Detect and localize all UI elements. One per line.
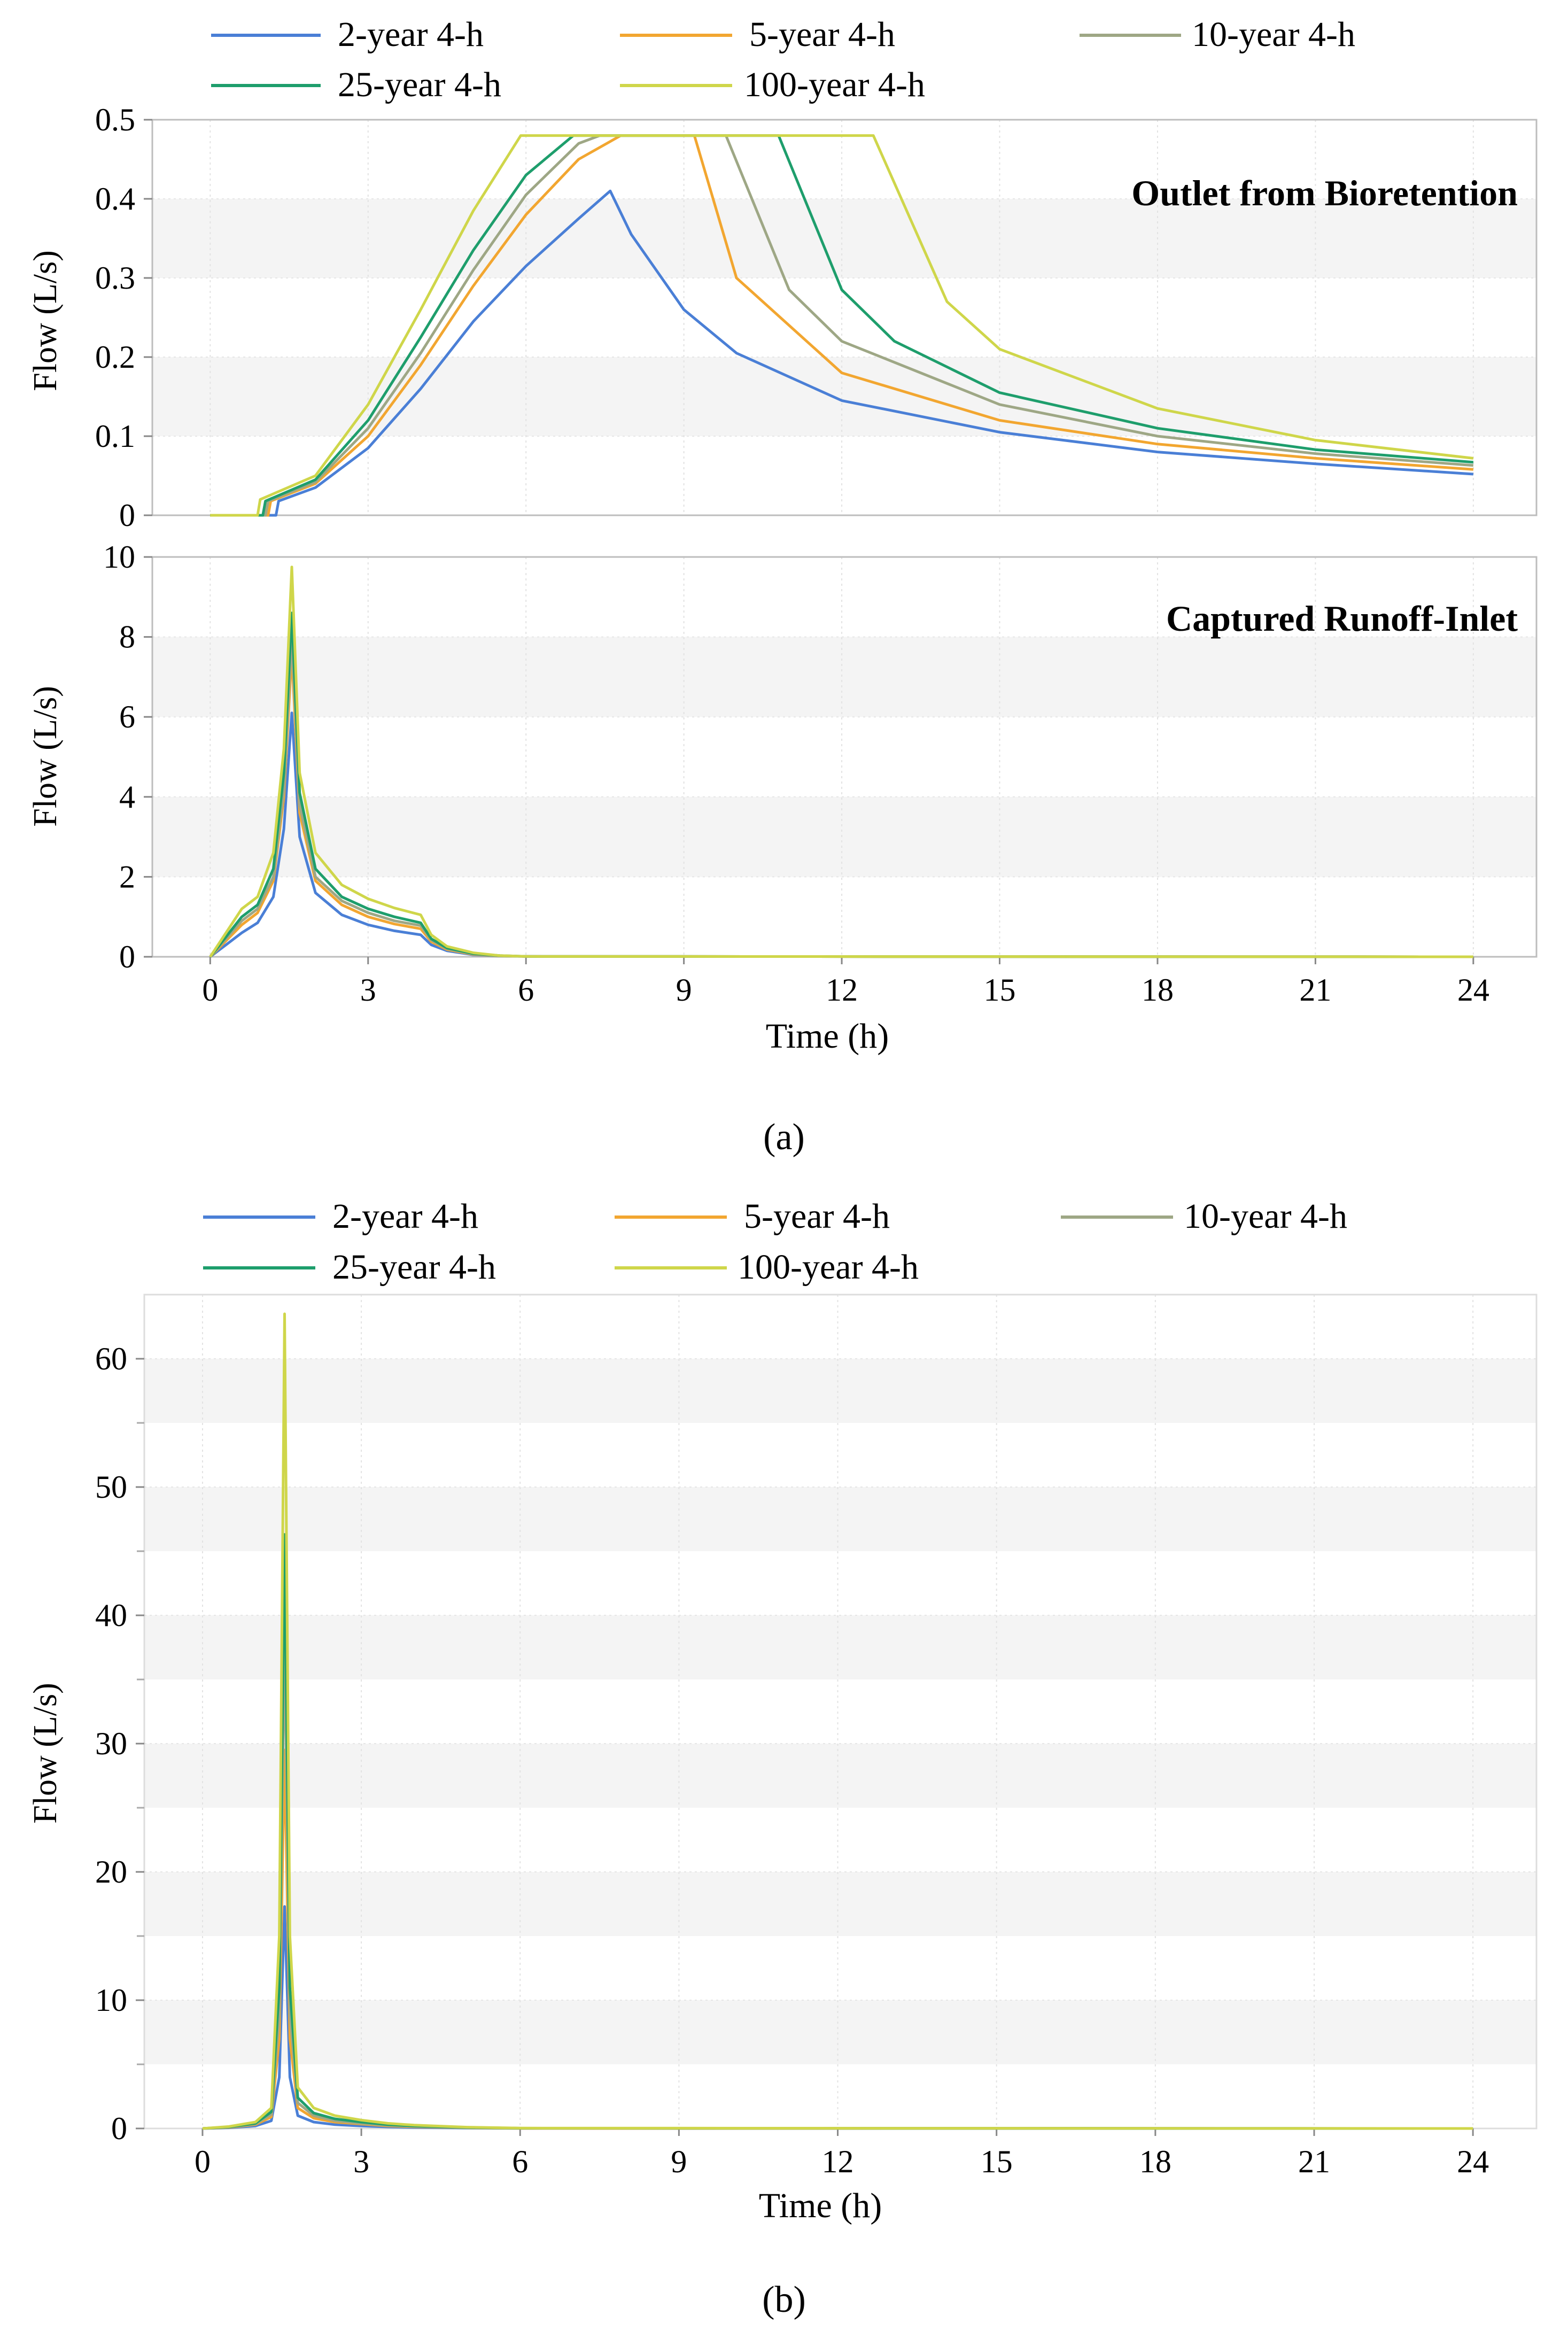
panel-band — [152, 796, 1536, 877]
legend-a-label-2: 10-year 4-h — [1192, 15, 1355, 54]
panel-a-bottom-title: Captured Runoff-Inlet — [1166, 598, 1518, 639]
x-tick-label: 0 — [202, 972, 218, 1008]
x-tick-label: 24 — [1457, 972, 1489, 1008]
panel-band — [144, 2000, 1536, 2064]
series-line-25-year-4-h — [210, 134, 1473, 517]
panel-a-bottom-y-ticks: 0 2 4 6 8 10 — [103, 539, 152, 974]
panel-b-x-ticks: 0 3 6 9 12 15 18 21 24 — [195, 2128, 1489, 2179]
y-tick-label: 10 — [95, 1983, 127, 2018]
figure-a-caption: (a) — [763, 1117, 805, 1158]
y-tick-label: 0 — [119, 939, 135, 974]
legend-b-label-2: 10-year 4-h — [1184, 1197, 1347, 1236]
panel-b-gridlines — [144, 1295, 1536, 2129]
panel-a-top-frame — [151, 119, 1538, 516]
y-tick-label: 2 — [119, 859, 135, 894]
panel-band — [144, 1359, 1536, 1423]
figure-b-caption: (b) — [762, 2279, 806, 2320]
x-tick-label: 9 — [671, 2144, 687, 2179]
y-tick-label: 0.5 — [95, 102, 135, 137]
panel-a-bottom-x-ticks: 0 3 6 9 12 15 18 21 24 — [202, 957, 1489, 1008]
x-tick-label: 12 — [826, 972, 858, 1008]
legend-b-label-1: 5-year 4-h — [744, 1197, 890, 1236]
y-tick-label: 0.1 — [95, 419, 135, 454]
panel-b-series — [202, 1312, 1473, 2130]
x-tick-label: 24 — [1457, 2144, 1489, 2179]
y-tick-label: 10 — [103, 539, 135, 575]
x-tick-label: 18 — [1142, 972, 1174, 1008]
panel-band — [144, 1744, 1536, 1808]
y-tick-label: 6 — [119, 699, 135, 734]
legend-a-label-0: 2-year 4-h — [338, 15, 484, 54]
legend-a-label-3: 25-year 4-h — [338, 65, 501, 104]
x-tick-label: 6 — [518, 972, 534, 1008]
panel-band — [152, 637, 1536, 717]
x-tick-label: 3 — [360, 972, 376, 1008]
legend-b-label-4: 100-year 4-h — [738, 1248, 919, 1287]
y-tick-label: 40 — [95, 1598, 127, 1633]
series-line-100-year-4-h — [202, 1312, 1473, 2130]
series-line-100-year-4-h — [209, 566, 1473, 958]
series-line-10-year-4-h — [210, 134, 1473, 517]
panel-a-bottom-series — [209, 566, 1473, 958]
legend-b: 2-year 4-h 5-year 4-h 10-year 4-h 25-yea… — [203, 1197, 1347, 1287]
panel-a-bottom-x-label: Time (h) — [766, 1017, 889, 1056]
panel-a-top-title: Outlet from Bioretention — [1131, 173, 1518, 213]
y-tick-label: 0.4 — [95, 181, 135, 216]
x-tick-label: 18 — [1139, 2144, 1171, 2179]
legend-b-label-0: 2-year 4-h — [332, 1197, 478, 1236]
panel-band — [152, 357, 1536, 436]
y-tick-label: 0.2 — [95, 339, 135, 375]
legend-a-label-4: 100-year 4-h — [744, 65, 925, 104]
y-tick-label: 0 — [119, 498, 135, 533]
legend-a: 2-year 4-h 5-year 4-h 10-year 4-h 25-yea… — [211, 15, 1355, 104]
panel-band — [144, 1615, 1536, 1679]
panel-b-bands — [144, 1359, 1536, 2064]
y-tick-label: 60 — [95, 1341, 127, 1376]
panel-b-y-label: Flow (L/s) — [27, 1683, 64, 1824]
panel-band — [152, 199, 1536, 278]
x-tick-label: 0 — [195, 2144, 211, 2179]
x-tick-label: 15 — [984, 972, 1016, 1008]
x-tick-label: 6 — [512, 2144, 528, 2179]
panel-a-top-y-label: Flow (L/s) — [27, 250, 64, 391]
y-tick-label: 8 — [119, 620, 135, 655]
outlet-bioretention-panel: 0 0.1 0.2 0.3 0.4 0.5 Outlet from Bioretentio… — [27, 102, 1538, 533]
y-tick-label: 50 — [95, 1469, 127, 1505]
x-tick-label: 3 — [353, 2144, 369, 2179]
x-tick-label: 9 — [676, 972, 692, 1008]
panel-a-bottom-y-label: Flow (L/s) — [27, 686, 64, 827]
panel-a-top-y-ticks: 0 0.1 0.2 0.3 0.4 0.5 — [95, 102, 152, 533]
panel-a-bottom-bands — [152, 637, 1536, 877]
panel-band — [144, 1872, 1536, 1936]
y-tick-label: 4 — [119, 779, 135, 815]
panel-b-x-label: Time (h) — [759, 2186, 882, 2225]
series-line-100-year-4-h — [210, 134, 1474, 517]
legend-a-label-1: 5-year 4-h — [749, 15, 895, 54]
y-tick-label: 20 — [95, 1854, 127, 1890]
y-tick-label: 30 — [95, 1726, 127, 1761]
x-tick-label: 12 — [822, 2144, 854, 2179]
x-tick-label: 15 — [981, 2144, 1013, 2179]
y-tick-label: 0 — [111, 2111, 127, 2146]
panel-a-top-series — [210, 134, 1474, 517]
legend-b-label-3: 25-year 4-h — [332, 1248, 496, 1287]
panel-b-y-ticks: 0 10 20 30 40 50 60 — [95, 1341, 144, 2146]
series-line-2-year-4-h — [210, 189, 1473, 517]
panel-band — [144, 1487, 1536, 1551]
x-tick-label: 21 — [1298, 2144, 1330, 2179]
x-tick-label: 21 — [1299, 972, 1331, 1008]
y-tick-label: 0.3 — [95, 260, 135, 296]
